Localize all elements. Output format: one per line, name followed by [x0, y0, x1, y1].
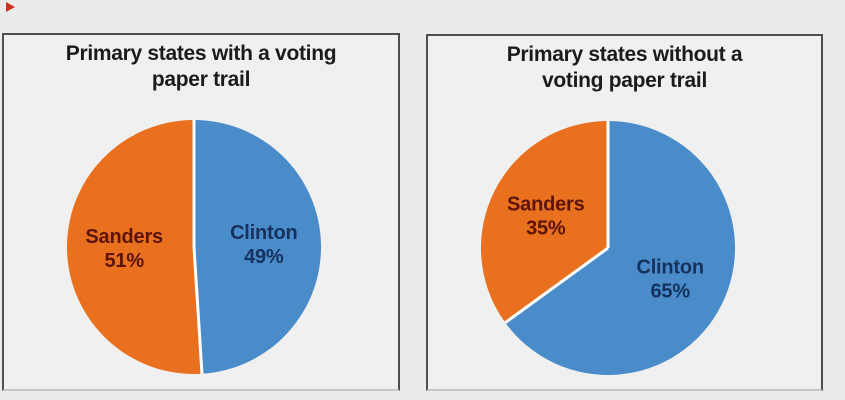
pie-chart-without-paper-trail: Sanders 35% Clinton 65% — [480, 121, 735, 375]
slice-divider — [504, 246, 609, 324]
chart-title-with-paper-trail: Primary states with a voting paper trail — [65, 42, 337, 91]
pie-slice-sanders — [67, 120, 202, 374]
pie-slice-clinton — [194, 120, 322, 374]
pie-chart-with-paper-trail: Sanders 51% Clinton 49% — [67, 120, 322, 374]
slice-label-sanders: Sanders 51% — [85, 226, 163, 272]
pie-slice-clinton — [505, 121, 735, 375]
slice-label-clinton: Clinton 49% — [230, 222, 297, 268]
slice-divider — [192, 246, 204, 374]
panel-without-paper-trail: Primary states without a voting paper tr… — [426, 34, 823, 391]
red-playhead-marker-icon — [6, 2, 15, 12]
slice-label-clinton: Clinton 65% — [636, 257, 703, 303]
panel-with-paper-trail: Primary states with a voting paper trail… — [2, 33, 400, 391]
chart-title-without-paper-trail: Primary states without a voting paper tr… — [506, 43, 743, 92]
pie-slice-sanders — [480, 121, 608, 323]
slice-label-sanders: Sanders 35% — [507, 193, 585, 239]
